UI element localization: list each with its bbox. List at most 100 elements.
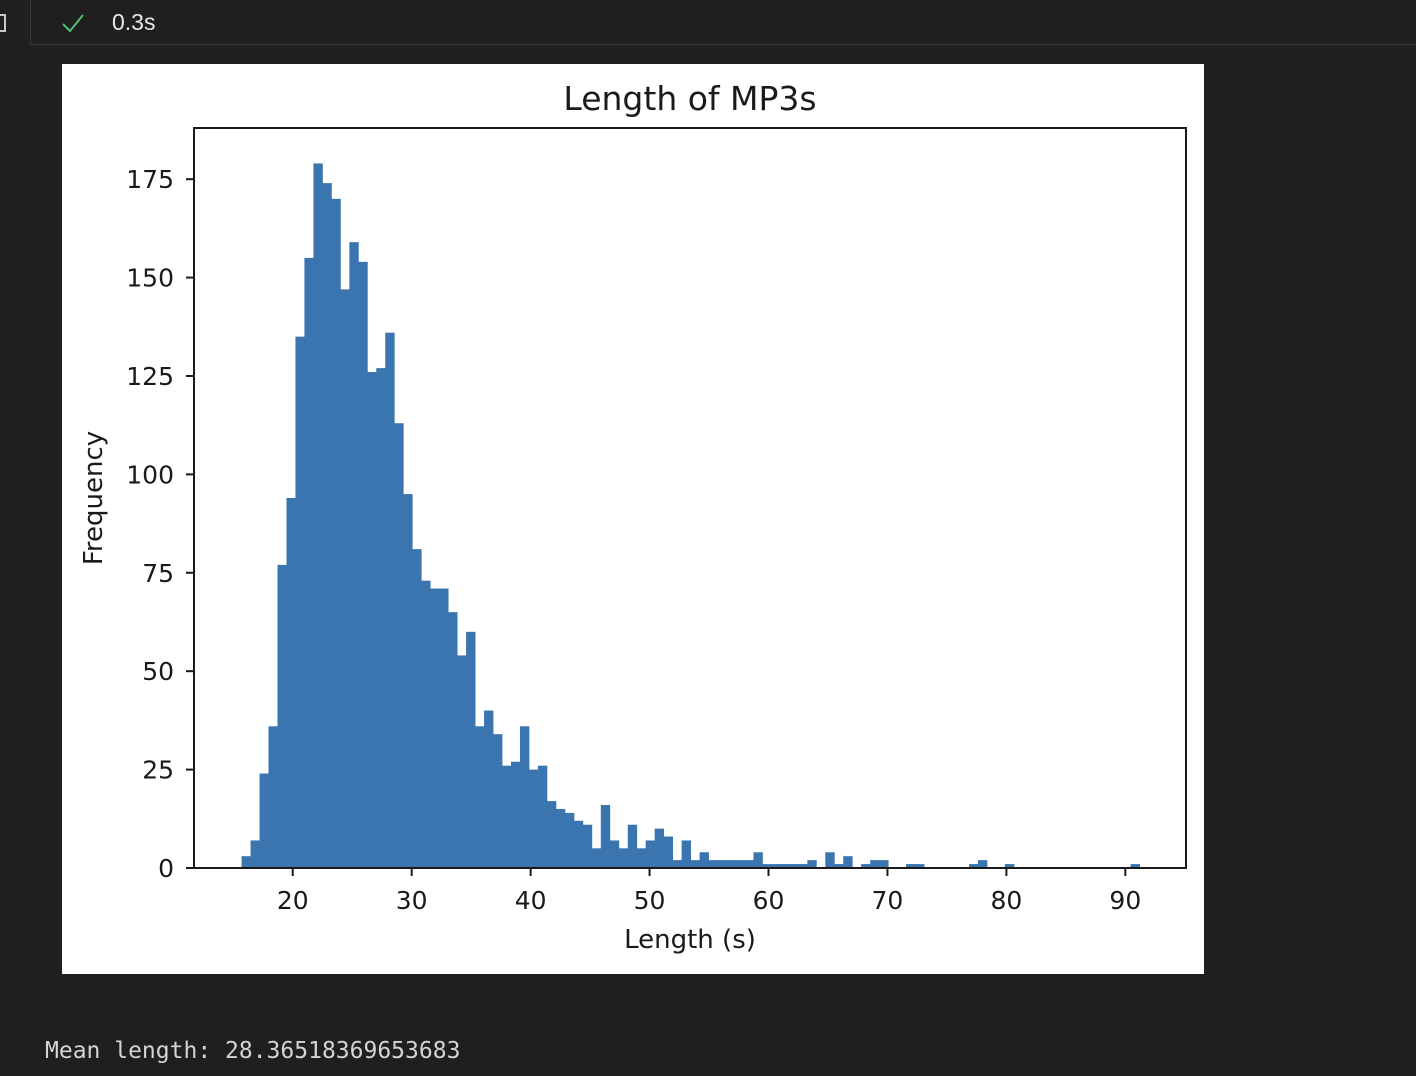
histogram-bar	[493, 734, 503, 868]
histogram-bar	[304, 257, 314, 868]
histogram-bar	[807, 860, 817, 868]
y-tick-label: 75	[142, 559, 174, 588]
histogram-bar	[735, 860, 745, 868]
y-tick-label: 50	[142, 657, 174, 686]
histogram-bar	[861, 864, 871, 868]
histogram-bar	[591, 848, 602, 868]
histogram-bar	[376, 368, 386, 868]
stdout-text: Mean length: 28.36518369653683	[45, 1038, 461, 1064]
histogram-bar	[528, 769, 539, 868]
x-tick-label: 40	[515, 886, 547, 915]
y-tick-label: 100	[126, 460, 174, 489]
histogram-bar	[555, 808, 566, 868]
axes-frame	[193, 127, 1187, 869]
histogram-bar	[654, 828, 665, 868]
cell-gutter-indicator[interactable]	[0, 14, 6, 32]
histogram-bar	[403, 494, 413, 868]
histogram-bar	[475, 726, 485, 868]
histogram-bar	[906, 864, 916, 868]
histogram-bar	[457, 655, 467, 868]
histogram-bar	[340, 289, 350, 868]
cell-status-bar: 0.3s	[0, 0, 1416, 45]
histogram-bar	[573, 820, 584, 868]
histogram-bar	[708, 860, 718, 868]
histogram-bar	[546, 801, 557, 868]
histogram-bar	[798, 864, 808, 868]
histogram-bar	[241, 856, 251, 868]
histogram-bar	[510, 761, 521, 868]
histogram-bar	[277, 564, 287, 868]
y-tick-label: 125	[126, 362, 174, 391]
y-tick-label: 175	[126, 165, 174, 194]
x-tick-label: 50	[634, 886, 666, 915]
histogram-bar	[331, 198, 341, 868]
chart-title: Length of MP3s	[563, 79, 816, 118]
histogram-bar	[968, 864, 979, 868]
histogram-bar	[502, 765, 512, 868]
histogram-bar	[645, 840, 656, 868]
histogram-bar	[537, 765, 548, 868]
histogram-bar	[636, 848, 647, 868]
histogram-bar	[672, 860, 683, 868]
histogram-bar	[834, 864, 844, 868]
histogram-bar	[744, 860, 754, 868]
histogram-bar	[681, 840, 691, 868]
y-axis-label: Frequency	[79, 431, 109, 565]
histogram-plot: 20 30 40 50 60 70 80 90 0 25 50 75 100 125 150 175 Len…	[62, 64, 1204, 974]
histogram-bar	[250, 840, 260, 868]
histogram-bar	[519, 726, 530, 868]
x-tick-label: 80	[990, 886, 1022, 915]
histogram-bar	[313, 163, 323, 868]
histogram-bar	[879, 860, 889, 868]
y-tick-label: 25	[142, 756, 174, 785]
histogram-bar	[322, 183, 332, 868]
x-tick-label: 90	[1109, 886, 1141, 915]
histogram-chart: 20 30 40 50 60 70 80 90 0 25 50 75 100 125 150 175 Len…	[79, 79, 1187, 955]
histogram-bar	[690, 860, 700, 868]
histogram-bar	[448, 612, 458, 868]
histogram-bar	[259, 773, 269, 868]
histogram-bar	[466, 631, 476, 868]
histogram-bar	[609, 840, 620, 868]
execution-status	[30, 0, 1416, 45]
x-tick-label: 30	[396, 886, 428, 915]
histogram-bar	[268, 726, 278, 868]
histogram-bar	[430, 588, 440, 868]
y-tick-label: 150	[126, 264, 174, 293]
histogram-bar	[717, 860, 727, 868]
histogram-bar	[564, 812, 575, 868]
histogram-bar	[358, 261, 368, 868]
histogram-bar	[367, 372, 377, 868]
x-axis-label: Length (s)	[624, 925, 756, 955]
y-tick-label: 0	[158, 854, 174, 883]
histogram-bar	[825, 852, 835, 868]
histogram-bar	[726, 860, 736, 868]
histogram-bar	[699, 852, 709, 868]
histogram-bar	[1130, 864, 1141, 868]
histogram-bar	[1004, 864, 1015, 868]
histogram-bar	[349, 242, 359, 869]
histogram-bar	[286, 498, 296, 868]
histogram-bar	[780, 864, 790, 868]
histogram-bar	[412, 549, 422, 868]
histogram-bar	[789, 864, 799, 868]
x-tick-label: 70	[872, 886, 904, 915]
histogram-bar	[870, 860, 880, 868]
histogram-bar	[618, 848, 629, 868]
histogram-bar	[295, 336, 305, 868]
histogram-bar	[627, 824, 638, 868]
histogram-bar	[439, 588, 449, 868]
x-tick-label: 60	[753, 886, 785, 915]
histogram-bar	[915, 864, 925, 868]
histogram-bar	[663, 836, 674, 868]
histogram-bar	[394, 423, 404, 868]
histogram-bar	[385, 332, 395, 868]
execution-time: 0.3s	[112, 9, 156, 35]
histogram-bar	[843, 856, 853, 868]
histogram-bar	[762, 864, 772, 868]
histogram-bar	[977, 860, 988, 868]
histogram-bar	[753, 852, 763, 868]
histogram-bar	[582, 824, 593, 868]
histogram-bar	[421, 580, 431, 868]
check-icon	[62, 14, 84, 33]
